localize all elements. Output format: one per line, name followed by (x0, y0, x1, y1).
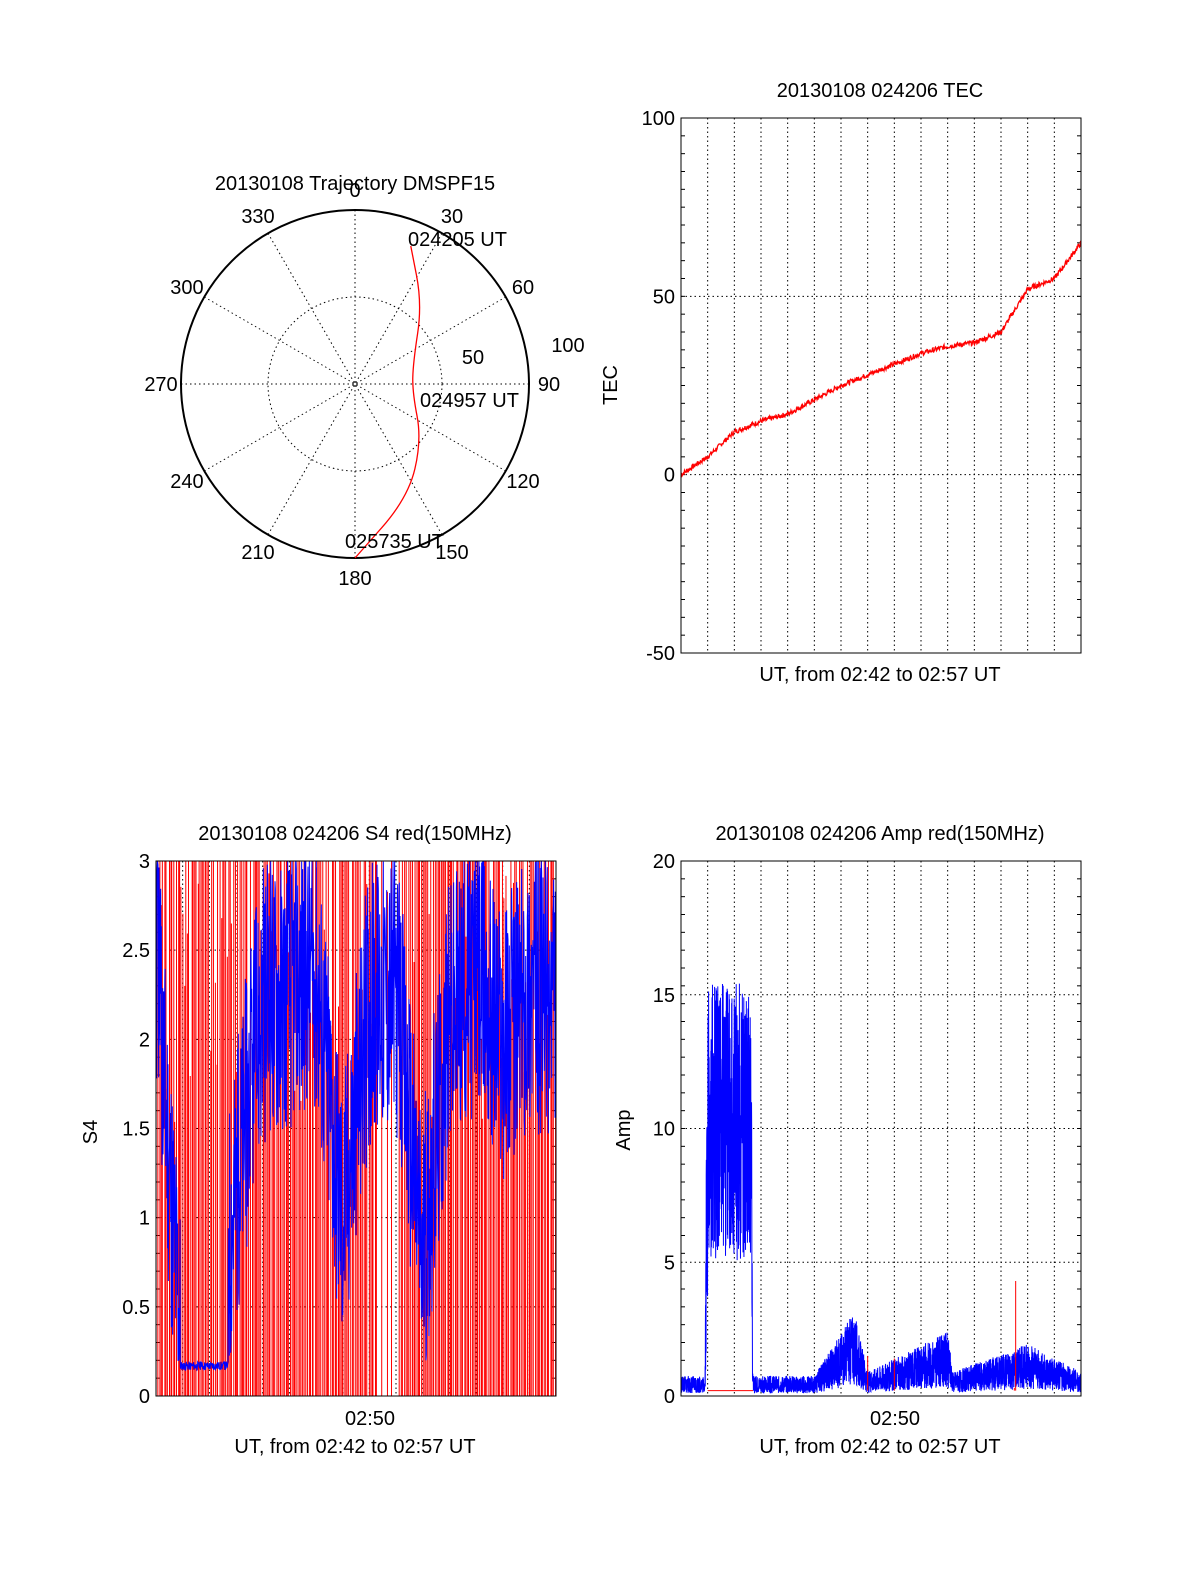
polar-trajectory-line (354, 245, 421, 559)
tec-ytick-3: -50 (646, 643, 675, 665)
azimuth-label-180: 180 (338, 568, 371, 590)
polar-radial-label-100: 100 (551, 335, 584, 357)
s4-ytick-3: 1.5 (122, 1119, 150, 1141)
amp-plot-frame (680, 860, 1082, 1397)
s4-ytick-6: 0 (139, 1386, 150, 1408)
polar-grid (181, 210, 529, 558)
trajectory-mid-label: 024957 UT (420, 390, 519, 412)
tec-y-ticks: 100 50 0 -50 (642, 108, 675, 665)
amp-blue-series (680, 983, 1082, 1394)
trajectory-end-label: 025735 UT (345, 531, 444, 553)
azimuth-label-300: 300 (170, 277, 203, 299)
s4-ytick-2: 2 (139, 1029, 150, 1051)
polar-outer-circle (180, 209, 530, 559)
tec-grid (681, 117, 1081, 654)
tec-chart: 20130108 024206 TEC 100 50 0 -50 UT, from 0… (600, 80, 1082, 686)
tec-ytick-1: 50 (653, 286, 675, 308)
polar-azimuth-labels: 0 30 60 90 120 150 180 210 240 270 300 330 (144, 180, 560, 590)
s4-ytick-0: 3 (139, 851, 150, 873)
s4-blue-series (155, 860, 557, 1372)
s4-ytick-4: 1 (139, 1208, 150, 1230)
s4-ytick-1: 2.5 (122, 940, 150, 962)
amp-ytick-0: 20 (653, 851, 675, 873)
azimuth-label-240: 240 (170, 471, 203, 493)
amp-x-label: UT, from 02:42 to 02:57 UT (759, 1436, 1000, 1458)
amp-x-tick-0250: 02:50 (870, 1408, 920, 1430)
tec-title: 20130108 024206 TEC (777, 80, 983, 102)
azimuth-label-210: 210 (241, 542, 274, 564)
azimuth-label-270: 270 (144, 374, 177, 396)
tec-ytick-2: 0 (664, 465, 675, 487)
trajectory-start-label: 024205 UT (408, 229, 507, 251)
tec-series-line (680, 240, 1082, 478)
s4-y-ticks: 3 2.5 2 1.5 1 0.5 0 (122, 851, 150, 1408)
tec-y-label: TEC (600, 365, 622, 405)
amp-ytick-2: 10 (653, 1119, 675, 1141)
tec-plot-frame (680, 117, 1082, 654)
tec-x-label: UT, from 02:42 to 02:57 UT (759, 664, 1000, 686)
amp-title: 20130108 024206 Amp red(150MHz) (715, 823, 1044, 845)
azimuth-label-150: 150 (435, 542, 468, 564)
amp-grid (681, 860, 1081, 1397)
polar-radial-label-50: 50 (462, 347, 484, 369)
amp-y-ticks: 20 15 10 5 0 (653, 851, 675, 1408)
s4-x-label: UT, from 02:42 to 02:57 UT (234, 1436, 475, 1458)
amp-y-label: Amp (613, 1109, 635, 1150)
tec-ytick-0: 100 (642, 108, 675, 130)
amp-ytick-3: 5 (664, 1252, 675, 1274)
s4-y-label: S4 (80, 1120, 102, 1144)
s4-title: 20130108 024206 S4 red(150MHz) (198, 823, 512, 845)
azimuth-label-60: 60 (512, 277, 534, 299)
amp-ytick-1: 15 (653, 985, 675, 1007)
s4-plot-frame (155, 860, 557, 1397)
amp-chart: 20130108 024206 Amp red(150MHz) 20 15 10 5 0… (613, 823, 1082, 1458)
s4-ytick-5: 0.5 (122, 1297, 150, 1319)
amp-red-series (707, 1280, 1017, 1392)
polar-title: 20130108 Trajectory DMSPF15 (215, 173, 495, 195)
polar-trajectory-chart: 20130108 Trajectory DMSPF15 0 30 60 90 120 15… (144, 173, 584, 590)
s4-x-tick-0250: 02:50 (345, 1408, 395, 1430)
azimuth-label-120: 120 (506, 471, 539, 493)
azimuth-label-90: 90 (538, 374, 560, 396)
azimuth-label-330: 330 (241, 206, 274, 228)
azimuth-label-30: 30 (441, 206, 463, 228)
amp-ytick-4: 0 (664, 1386, 675, 1408)
azimuth-label-0: 0 (349, 180, 360, 202)
s4-chart: 20130108 024206 S4 red(150MHz) 3 2.5 2 1.5 1… (80, 823, 557, 1458)
